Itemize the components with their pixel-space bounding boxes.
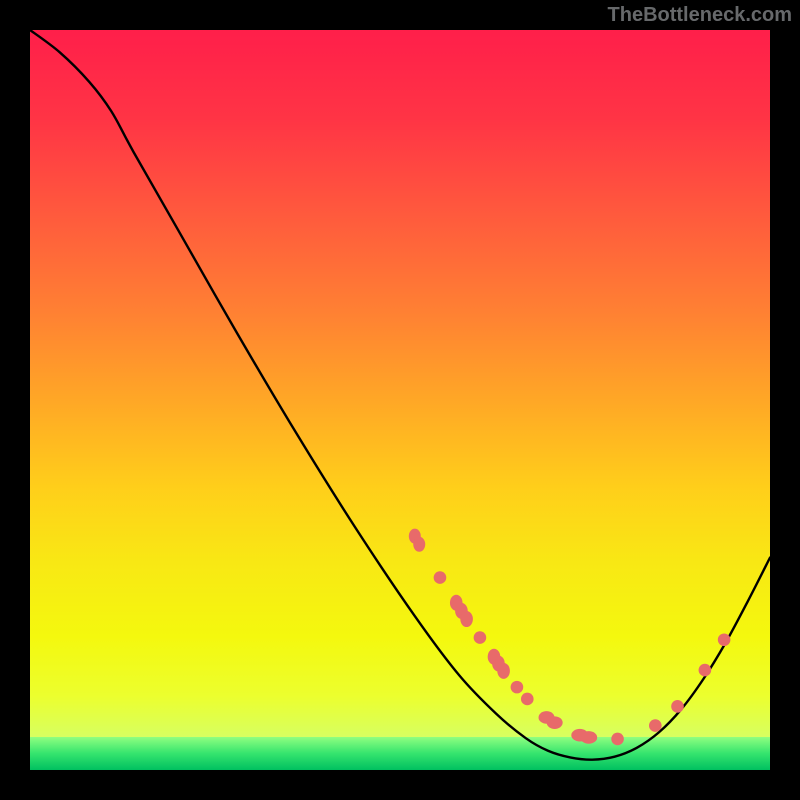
data-marker [521, 693, 534, 706]
data-marker [413, 537, 425, 552]
data-marker [497, 663, 510, 679]
chart-frame: TheBottleneck.com [0, 0, 800, 800]
data-marker [611, 733, 624, 746]
data-marker [434, 571, 447, 584]
data-marker [474, 631, 487, 644]
data-marker [511, 681, 524, 694]
bottleneck-curve [30, 30, 770, 760]
data-marker [460, 611, 473, 627]
watermark-text: TheBottleneck.com [608, 4, 792, 27]
curve-layer [30, 30, 770, 770]
plot-area [30, 30, 770, 770]
data-marker [699, 664, 712, 677]
data-marker [649, 719, 662, 732]
data-marker [580, 731, 597, 744]
data-marker [671, 700, 684, 713]
data-marker [718, 633, 731, 646]
data-marker [547, 716, 563, 729]
